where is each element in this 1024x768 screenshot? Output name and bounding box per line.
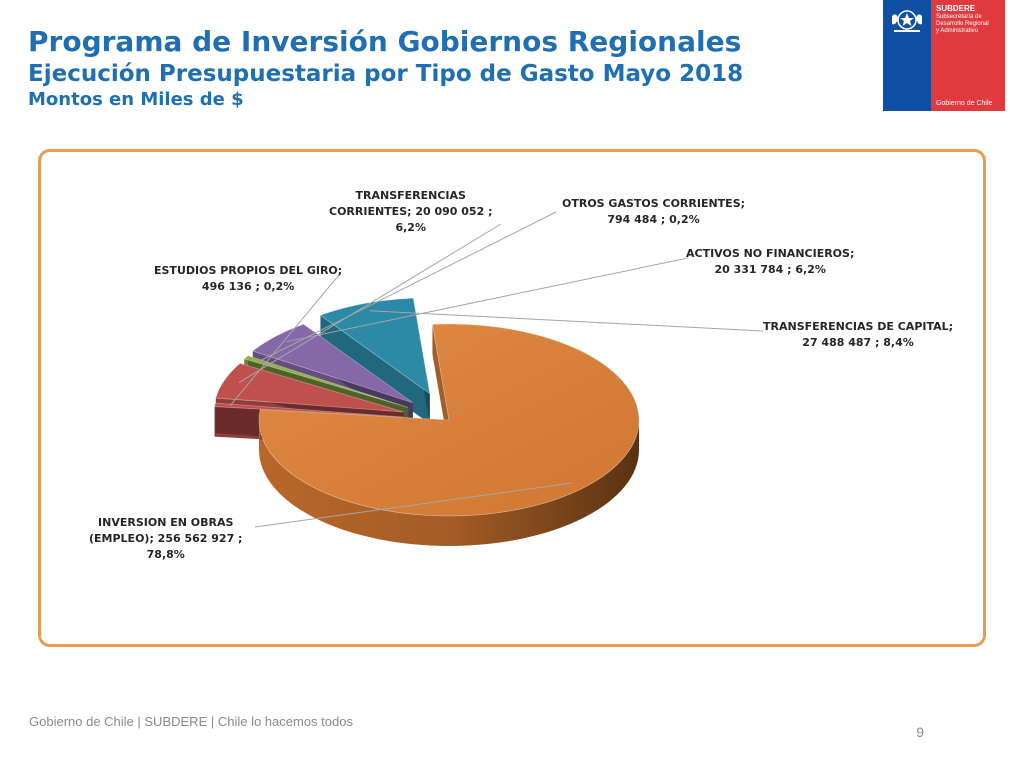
header: Programa de Inversión Gobiernos Regional…	[28, 24, 743, 112]
leader-line-transferencias-capital	[369, 310, 764, 332]
leader-line-estudios-propios	[229, 274, 340, 407]
logo-gov-text: Gobierno de Chile	[936, 100, 993, 107]
pie-slice-otros-gastos-corrientes	[243, 355, 409, 408]
coat-of-arms-icon	[892, 10, 922, 32]
subdere-logo: SUBDERE Subsecretaría de Desarrollo Regi…	[883, 0, 1005, 111]
logo-org-text: SUBDERE Subsecretaría de Desarrollo Regi…	[936, 4, 989, 34]
pie-wall-inversion-obras	[432, 324, 449, 450]
data-label-inversion-obras: INVERSION EN OBRAS (EMPLEO); 256 562 927…	[89, 516, 243, 561]
leader-lines	[229, 211, 764, 528]
data-label-otros-gastos-corrientes: OTROS GASTOS CORRIENTES; 794 484 ; 0,2%	[562, 197, 746, 226]
logo-red-band	[931, 0, 1005, 111]
data-label-transferencias-corrientes: TRANSFERENCIAS CORRIENTES; 20 090 052 ; …	[329, 189, 493, 234]
pie-side-inversion-obras	[259, 420, 639, 546]
footer-text: Gobierno de Chile | SUBDERE | Chile lo h…	[29, 714, 353, 729]
page-title: Programa de Inversión Gobiernos Regional…	[28, 25, 742, 58]
logo-org-line: y Administrativo	[936, 28, 979, 34]
chart-frame: INVERSION EN OBRAS (EMPLEO); 256 562 927…	[38, 149, 986, 647]
data-label-activos-no-financieros: ACTIVOS NO FINANCIEROS; 20 331 784 ; 6,2…	[686, 247, 855, 276]
leader-line-activos-no-financieros	[286, 257, 689, 343]
logo-org-line: Desarrollo Regional	[936, 21, 989, 27]
leader-line-inversion-obras	[254, 482, 572, 528]
pie-slice-estudios-propios	[214, 402, 404, 418]
leader-line-otros-gastos-corrientes	[258, 211, 557, 362]
units-note: Montos en Miles de $	[28, 89, 244, 110]
page-subtitle: Ejecución Presupuestaria por Tipo de Gas…	[28, 61, 744, 87]
data-label-transferencias-capital: TRANSFERENCIAS DE CAPITAL; 27 488 487 ; …	[763, 320, 954, 349]
page-number: 9	[916, 724, 924, 740]
pie-slice-inversion-obras	[258, 323, 640, 517]
pie-slice-transferencias-corrientes	[215, 362, 404, 413]
pie-chart	[214, 211, 764, 546]
logo-org-line: Subsecretaría de	[936, 14, 982, 20]
logo-blue-band	[883, 0, 931, 111]
leader-line-transferencias-corrientes	[238, 223, 502, 384]
pie-slice-transferencias-capital	[319, 297, 431, 395]
data-label-estudios-propios: ESTUDIOS PROPIOS DEL GIRO; 496 136 ; 0,2…	[154, 264, 343, 293]
